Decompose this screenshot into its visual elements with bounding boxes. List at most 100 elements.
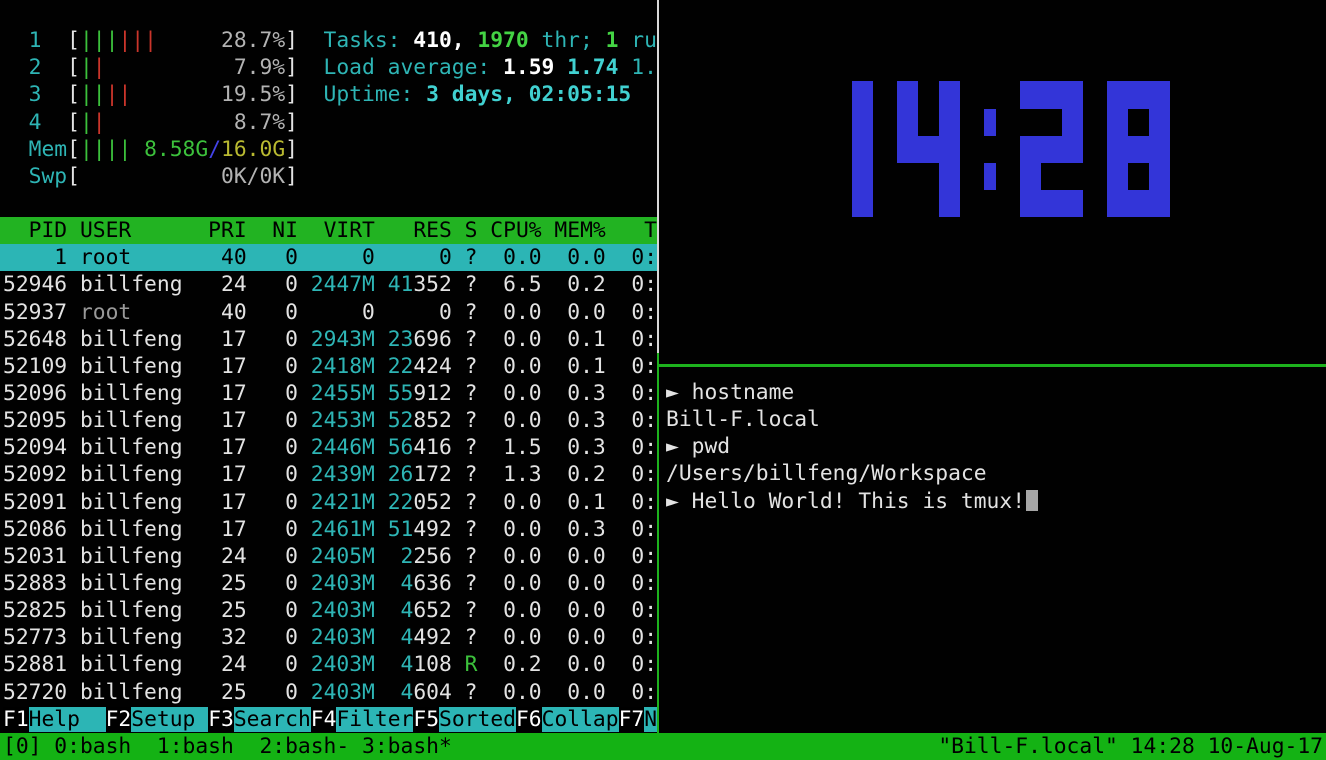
meter-bar: |	[79, 28, 93, 54]
clock-segment	[852, 108, 873, 136]
uptime-line: Uptime: 3 days, 02:05:15	[324, 81, 657, 108]
fkey-f7[interactable]: F7N	[618, 706, 658, 732]
pad	[542, 490, 555, 515]
process-row[interactable]: 1 root 40 0 0 0 ? 0.0 0.0 0:	[0, 244, 657, 272]
pad	[477, 625, 490, 650]
pad	[247, 598, 260, 623]
fkey-f3[interactable]: F3Search	[208, 706, 311, 732]
process-row[interactable]: 52094 billfeng 17 0 2446M 56416 ? 1.5 0.…	[0, 434, 657, 461]
cell-cpu: 0.0	[490, 570, 542, 596]
process-row[interactable]: 52720 billfeng 25 0 2403M 4604 ? 0.0 0.0…	[0, 679, 657, 706]
cell-res-hi: 51	[387, 516, 414, 542]
window-tab-2[interactable]: 2:bash-	[259, 733, 363, 759]
process-row[interactable]: 52092 billfeng 17 0 2439M 26172 ? 1.3 0.…	[0, 461, 657, 488]
process-row[interactable]: 52091 billfeng 17 0 2421M 22052 ? 0.0 0.…	[0, 489, 657, 516]
terminal-pane[interactable]: ► hostname Bill-F.local ► pwd/Users/billfe…	[659, 366, 1326, 732]
pad	[195, 300, 208, 325]
htop-pane[interactable]: 1 [|||||| 28.7%] 2 [|| 7.9%] 3 [|||| 19.…	[0, 0, 658, 732]
window-tab-1[interactable]: 1:bash	[156, 733, 260, 759]
fkey-f4[interactable]: F4Filter	[310, 706, 414, 732]
cell-time: 0:	[605, 299, 658, 325]
cell-time: 0:	[605, 435, 658, 461]
pad	[247, 462, 260, 487]
cell-cpu: 0.0	[490, 408, 542, 434]
cell-res-hi: 22	[387, 489, 414, 515]
cell-ni: 0	[259, 679, 298, 705]
process-row[interactable]: 52648 billfeng 17 0 2943M 23696 ? 0.0 0.…	[0, 326, 657, 353]
window-tab-3[interactable]: 3:bash*	[362, 733, 452, 759]
process-row[interactable]: 52031 billfeng 24 0 2405M 2256 ? 0.0 0.0…	[0, 543, 657, 570]
col-pri[interactable]: PRI	[208, 218, 247, 244]
meter-bar: |	[92, 28, 106, 54]
info-segment: 1	[605, 28, 619, 54]
col-virt[interactable]: VIRT	[310, 218, 375, 244]
process-row[interactable]: 52086 billfeng 17 0 2461M 51492 ? 0.0 0.…	[0, 516, 657, 543]
col-mem[interactable]: MEM%	[554, 218, 606, 244]
fkey-f2[interactable]: F2Setup	[105, 706, 209, 732]
cell-res-hi: 56	[387, 435, 414, 461]
pane-border-vertical-inactive	[657, 0, 659, 353]
col-res[interactable]: RES	[387, 218, 452, 244]
meter-bar: |	[105, 82, 119, 108]
process-row[interactable]: 52773 billfeng 32 0 2403M 4492 ? 0.0 0.0…	[0, 624, 657, 651]
process-row[interactable]: 52883 billfeng 25 0 2403M 4636 ? 0.0 0.0…	[0, 570, 657, 597]
meter-bracket: [	[67, 109, 80, 135]
pad	[195, 544, 208, 569]
clock-pane[interactable]	[659, 0, 1326, 364]
pad	[452, 462, 465, 487]
cell-pri: 17	[208, 326, 247, 352]
fkey-f5[interactable]: F5Sorted	[413, 706, 516, 732]
pad	[298, 327, 311, 352]
process-row[interactable]: 52937 root 40 0 0 0 ? 0.0 0.0 0:	[0, 299, 657, 326]
prompt-icon: ►	[666, 434, 692, 460]
pad	[477, 571, 490, 596]
terminal-line: ► Hello World! This is tmux!	[666, 488, 1326, 515]
process-row[interactable]: 52096 billfeng 17 0 2455M 55912 ? 0.0 0.…	[0, 380, 657, 407]
cell-time: 0:	[605, 652, 658, 678]
cell-mem: 0.0	[554, 299, 606, 325]
pad	[298, 435, 311, 460]
pad	[247, 435, 260, 460]
pad	[452, 300, 465, 325]
col-cpu[interactable]: CPU%	[490, 218, 542, 244]
fkey-f1[interactable]: F1Help	[3, 706, 106, 732]
cell-user: billfeng	[79, 408, 196, 434]
cell-virt: 2403M	[310, 652, 375, 678]
cell-cpu: 0.0	[490, 380, 542, 406]
cell-pid: 52881	[3, 652, 68, 678]
col-ni[interactable]: NI	[259, 218, 298, 244]
pad	[298, 272, 311, 297]
process-row[interactable]: 52946 billfeng 24 0 2447M 41352 ? 6.5 0.…	[0, 271, 657, 298]
pad	[388, 598, 401, 623]
pad	[477, 245, 490, 270]
window-tab-0[interactable]: 0:bash	[54, 733, 157, 759]
process-row[interactable]: 52109 billfeng 17 0 2418M 22424 ? 0.0 0.…	[0, 353, 657, 380]
pad	[298, 381, 311, 406]
info-segment: 1.59	[503, 55, 568, 81]
info-segment: Uptime:	[323, 82, 427, 108]
cell-pri: 17	[208, 516, 247, 542]
fkey-f6[interactable]: F6Collap	[515, 706, 619, 732]
cell-pid: 52086	[3, 516, 68, 542]
cell-cpu: 6.5	[490, 272, 542, 298]
process-row[interactable]: 52095 billfeng 17 0 2453M 52852 ? 0.0 0.…	[0, 407, 657, 434]
cell-pri: 17	[208, 408, 247, 434]
col-pid[interactable]: PID	[3, 218, 68, 244]
col-state[interactable]: S	[464, 218, 478, 244]
process-row[interactable]: 52881 billfeng 24 0 2403M 4108 R 0.2 0.0…	[0, 651, 657, 678]
cell-pid: 1	[3, 245, 68, 271]
cell-state: ?	[464, 353, 478, 379]
col-time[interactable]: T	[605, 218, 658, 244]
col-user[interactable]: USER	[79, 218, 196, 244]
pad	[3, 137, 29, 162]
fkey-number: F4	[310, 706, 337, 732]
table-header[interactable]: PID USER PRI NI VIRT RES S CPU% MEM% T	[0, 217, 658, 245]
cell-pri: 40	[208, 299, 247, 325]
cell-user: billfeng	[79, 435, 196, 461]
pad	[477, 544, 490, 569]
fkey-label: Search	[233, 706, 311, 732]
cell-pri: 25	[208, 679, 247, 705]
clock-segment	[852, 189, 873, 218]
process-row[interactable]: 52825 billfeng 25 0 2403M 4652 ? 0.0 0.0…	[0, 597, 657, 624]
cell-virt: 0	[310, 245, 375, 271]
